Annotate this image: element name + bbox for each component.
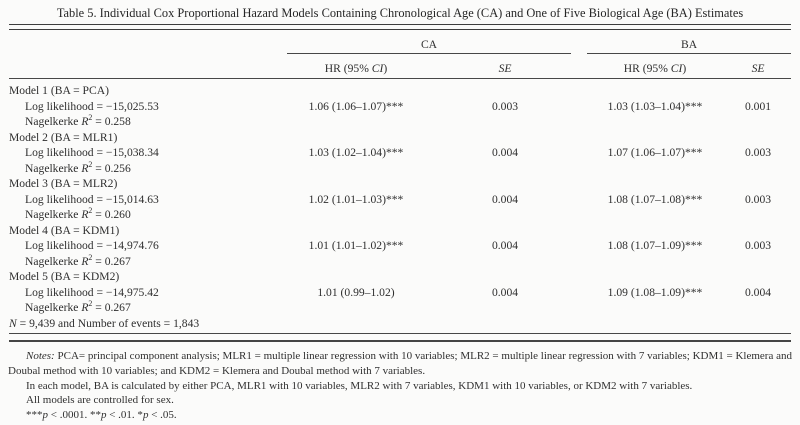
subheader-ba-hr: HR (95% CI) xyxy=(585,54,726,79)
table-row-sub: Nagelkerke R2 = 0.256 xyxy=(9,159,791,177)
table-row-sub: Nagelkerke R2 = 0.267 xyxy=(9,252,791,270)
table-row-data: Log likelihood = −14,974.76 1.01 (1.01–1.… xyxy=(9,238,791,254)
note-ba-calculation: In each model, BA is calculated by eithe… xyxy=(26,379,693,392)
table-row-data: Log likelihood = −14,975.42 1.01 (0.99–1.… xyxy=(9,285,791,301)
ca-hr-cell: 1.03 (1.02–1.04)*** xyxy=(308,146,404,159)
col-group-ba-label: BA xyxy=(587,38,792,54)
table-row-data: Log likelihood = −15,025.53 1.06 (1.06–1.… xyxy=(9,99,791,115)
note-abbreviations: Notes: PCA= principal component analysis… xyxy=(8,350,792,377)
col-group-ca-label: CA xyxy=(287,38,572,54)
ba-hr-cell: 1.07 (1.06–1.07)*** xyxy=(607,146,703,159)
nagelkerke-label: Nagelkerke R2 = 0.267 xyxy=(25,252,131,268)
ca-se-cell: 0.004 xyxy=(491,146,519,159)
ba-hr-cell: 1.03 (1.03–1.04)*** xyxy=(607,99,703,113)
table-row-model: Model 5 (BA = KDM2) xyxy=(9,269,791,285)
table-row-model: Model 3 (BA = MLR2) xyxy=(9,176,791,192)
nagelkerke-label: Nagelkerke R2 = 0.258 xyxy=(25,113,131,128)
table-row-sub: Nagelkerke R2 = 0.260 xyxy=(9,207,791,223)
label-col-header xyxy=(9,30,287,54)
subheader-ca-se: SE xyxy=(425,54,586,79)
table-zone: CA BA HR (95% CI) SE HR (95% CI) SE Mode… xyxy=(9,24,792,342)
table-row-sub: Nagelkerke R2 = 0.267 xyxy=(9,300,791,316)
ba-se-cell: 0.003 xyxy=(744,192,772,206)
model-label: Model 4 (BA = KDM1) xyxy=(9,223,120,237)
page: Table 5. Individual Cox Proportional Haz… xyxy=(0,6,800,425)
log-likelihood-label: Log likelihood = −15,014.63 xyxy=(25,192,159,206)
bottom-rule xyxy=(9,340,791,342)
col-group-ca: CA xyxy=(287,30,585,54)
model-label: Model 3 (BA = MLR2) xyxy=(9,177,118,190)
ca-hr-cell: 1.02 (1.01–1.03)*** xyxy=(308,192,404,206)
table-row-model: Model 4 (BA = KDM1) xyxy=(9,223,791,239)
subheader-row: HR (95% CI) SE HR (95% CI) SE xyxy=(9,54,792,79)
ba-se-cell: 0.004 xyxy=(744,285,772,299)
table-row-model: Model 2 (BA = MLR1) xyxy=(9,130,791,146)
ca-se-cell: 0.004 xyxy=(491,239,519,252)
note-sex-control: All models are controlled for sex. xyxy=(26,394,174,407)
ca-hr-cell: 1.01 (0.99–1.02) xyxy=(317,285,395,299)
log-likelihood-label: Log likelihood = −15,025.53 xyxy=(25,99,159,113)
nagelkerke-label: Nagelkerke R2 = 0.267 xyxy=(25,299,131,314)
col-group-ba: BA xyxy=(585,30,792,54)
model-label: Model 5 (BA = KDM2) xyxy=(9,270,120,283)
hazard-table: CA BA HR (95% CI) SE HR (95% CI) SE Mode… xyxy=(9,30,792,334)
log-likelihood-label: Log likelihood = −14,974.76 xyxy=(25,239,159,252)
subheader-ca-hr: HR (95% CI) xyxy=(287,54,425,79)
ca-se-cell: 0.003 xyxy=(491,99,519,113)
subheader-empty xyxy=(9,54,287,79)
table-row-sub: Nagelkerke R2 = 0.258 xyxy=(9,114,791,130)
log-likelihood-label: Log likelihood = −15,038.34 xyxy=(25,146,159,159)
ba-se-cell: 0.001 xyxy=(744,99,772,113)
notes-section: Notes: PCA= principal component analysis… xyxy=(8,349,792,423)
ca-se-cell: 0.004 xyxy=(491,192,519,206)
table-row-model: Model 1 (BA = PCA) xyxy=(9,79,791,99)
ba-se-cell: 0.003 xyxy=(744,146,772,159)
log-likelihood-label: Log likelihood = −14,975.42 xyxy=(25,285,159,299)
ca-hr-cell: 1.06 (1.06–1.07)*** xyxy=(308,99,404,113)
table-body: Model 1 (BA = PCA) Log likelihood = −15,0… xyxy=(9,79,792,334)
ba-hr-cell: 1.09 (1.08–1.09)*** xyxy=(607,285,703,299)
sample-size-label: N = 9,439 and Number of events = 1,843 xyxy=(9,315,792,334)
ca-se-cell: 0.004 xyxy=(491,285,519,299)
model-label: Model 2 (BA = MLR1) xyxy=(9,130,118,144)
ba-se-cell: 0.003 xyxy=(744,239,772,252)
table-header: CA BA HR (95% CI) SE HR (95% CI) SE xyxy=(9,30,792,79)
nagelkerke-label: Nagelkerke R2 = 0.256 xyxy=(25,159,131,175)
ba-hr-cell: 1.08 (1.07–1.08)*** xyxy=(607,192,703,206)
subheader-ba-se: SE xyxy=(725,54,792,79)
ca-hr-cell: 1.01 (1.01–1.02)*** xyxy=(308,239,404,252)
table-row-data: Log likelihood = −15,038.34 1.03 (1.02–1.… xyxy=(9,145,791,161)
table-row-footer: N = 9,439 and Number of events = 1,843 xyxy=(9,315,792,334)
spanner-row: CA BA xyxy=(9,30,792,54)
table-row-data: Log likelihood = −15,014.63 1.02 (1.01–1.… xyxy=(9,192,791,208)
ba-hr-cell: 1.08 (1.07–1.09)*** xyxy=(607,239,703,252)
top-double-rule xyxy=(9,24,791,30)
model-label: Model 1 (BA = PCA) xyxy=(9,84,109,97)
table-title: Table 5. Individual Cox Proportional Haz… xyxy=(56,6,744,20)
nagelkerke-label: Nagelkerke R2 = 0.260 xyxy=(25,206,131,221)
note-significance: ***p < .0001. **p < .01. *p < .05. xyxy=(26,409,177,422)
